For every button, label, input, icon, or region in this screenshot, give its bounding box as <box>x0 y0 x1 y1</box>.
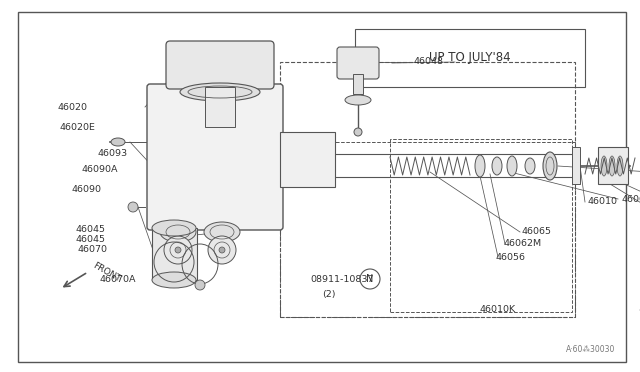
Ellipse shape <box>617 156 623 176</box>
Circle shape <box>354 128 362 136</box>
Bar <box>280 132 335 187</box>
Text: 46010: 46010 <box>588 198 618 206</box>
FancyBboxPatch shape <box>166 41 274 89</box>
Text: 46045: 46045 <box>75 234 105 244</box>
Ellipse shape <box>128 202 138 212</box>
Text: 46090: 46090 <box>72 186 102 195</box>
Text: 46010K: 46010K <box>480 305 516 314</box>
Bar <box>598 147 628 184</box>
Text: 46020: 46020 <box>58 103 88 112</box>
Text: 46065: 46065 <box>522 228 552 237</box>
Text: 46020E: 46020E <box>60 122 96 131</box>
Circle shape <box>219 247 225 253</box>
Ellipse shape <box>180 83 260 101</box>
Bar <box>572 147 580 184</box>
Text: A·60⁂30030: A·60⁂30030 <box>566 345 615 354</box>
Text: (2): (2) <box>322 289 335 298</box>
Ellipse shape <box>152 220 196 236</box>
Circle shape <box>195 280 205 290</box>
Text: 46070A: 46070A <box>100 276 136 285</box>
Ellipse shape <box>152 272 196 288</box>
Ellipse shape <box>601 156 607 176</box>
Text: 46093: 46093 <box>97 150 127 158</box>
Circle shape <box>175 247 181 253</box>
Text: UP TO JULY'84: UP TO JULY'84 <box>429 51 511 64</box>
Text: 46062M: 46062M <box>504 240 542 248</box>
Ellipse shape <box>543 152 557 180</box>
Text: 46048: 46048 <box>413 58 443 67</box>
Ellipse shape <box>507 156 517 176</box>
Text: 46056: 46056 <box>496 253 526 262</box>
Ellipse shape <box>208 236 236 264</box>
Bar <box>353 74 363 94</box>
Ellipse shape <box>525 158 535 174</box>
Ellipse shape <box>164 236 192 264</box>
Text: FRONT: FRONT <box>91 260 122 283</box>
Ellipse shape <box>160 222 196 242</box>
Bar <box>390 139 572 312</box>
Bar <box>205 87 235 127</box>
Ellipse shape <box>609 156 615 176</box>
Text: 46064: 46064 <box>622 195 640 203</box>
Ellipse shape <box>475 155 485 177</box>
Text: 46070: 46070 <box>77 246 107 254</box>
Text: 46045: 46045 <box>75 224 105 234</box>
Text: 46090A: 46090A <box>82 164 118 173</box>
Ellipse shape <box>492 157 502 175</box>
FancyBboxPatch shape <box>147 84 283 230</box>
Bar <box>152 228 197 280</box>
Text: 08911-10837: 08911-10837 <box>310 275 374 283</box>
FancyBboxPatch shape <box>337 47 379 79</box>
Ellipse shape <box>204 222 240 242</box>
Ellipse shape <box>111 138 125 146</box>
Bar <box>280 62 575 317</box>
Text: N: N <box>366 274 374 284</box>
Bar <box>355 29 585 87</box>
Ellipse shape <box>345 95 371 105</box>
